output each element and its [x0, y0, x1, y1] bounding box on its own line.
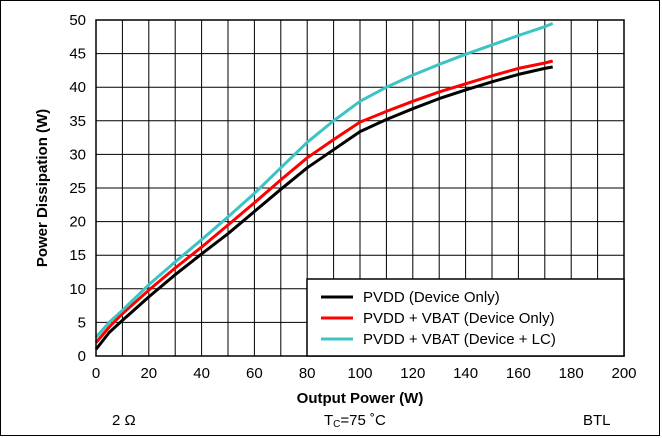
x-tick-label: 140 [453, 365, 478, 382]
legend-box [306, 278, 625, 357]
temperature-prefix: T [324, 412, 334, 429]
temperature-value: =75 ˚C [340, 412, 386, 429]
series-line-3 [94, 22, 554, 339]
series-line-1 [94, 65, 553, 351]
x-tick-label: 20 [140, 365, 157, 382]
x-tick-label: 60 [246, 365, 263, 382]
x-tick-label: 100 [347, 365, 372, 382]
temperature-label: TC=75 ˚C [324, 412, 386, 430]
x-tick-label: 200 [611, 365, 636, 382]
series-line-2 [94, 59, 554, 344]
legend-label: PVDD (Device Only) [363, 289, 500, 306]
y-tick-label: 15 [69, 247, 86, 264]
y-tick-label: 50 [69, 12, 86, 29]
y-tick-label: 30 [69, 146, 86, 163]
y-axis-title: Power Dissipation (W) [34, 109, 51, 267]
x-tick-label: 120 [400, 365, 425, 382]
x-tick-label: 0 [92, 365, 100, 382]
power-dissipation-chart: 0 20 40 60 80 100 120 140 160 180 200 0 5 10 15 20 25 30… [34, 12, 637, 407]
y-tick-label: 5 [78, 314, 86, 331]
x-axis-title: Output Power (W) [297, 390, 424, 407]
legend: PVDD (Device Only) PVDD + VBAT (Device On… [306, 278, 625, 357]
x-tick-labels: 0 20 40 60 80 100 120 140 160 180 200 [92, 365, 637, 382]
temperature-subscript: C [333, 419, 341, 430]
legend-label: PVDD + VBAT (Device Only) [363, 310, 555, 327]
x-tick-label: 180 [559, 365, 584, 382]
y-tick-label: 25 [69, 180, 86, 197]
y-tick-label: 20 [69, 214, 86, 231]
x-tick-label: 80 [299, 365, 316, 382]
x-tick-label: 160 [506, 365, 531, 382]
y-tick-label: 0 [78, 348, 86, 365]
x-tick-label: 40 [193, 365, 210, 382]
load-label: 2 Ω [112, 412, 136, 429]
series-lines [94, 22, 554, 351]
mode-label: BTL [583, 412, 611, 429]
y-tick-label: 35 [69, 113, 86, 130]
y-tick-label: 40 [69, 79, 86, 96]
y-tick-label: 45 [69, 46, 86, 63]
y-tick-labels: 0 5 10 15 20 25 30 35 40 45 50 [69, 12, 86, 365]
legend-label: PVDD + VBAT (Device + LC) [363, 331, 556, 348]
y-tick-label: 10 [69, 281, 86, 298]
